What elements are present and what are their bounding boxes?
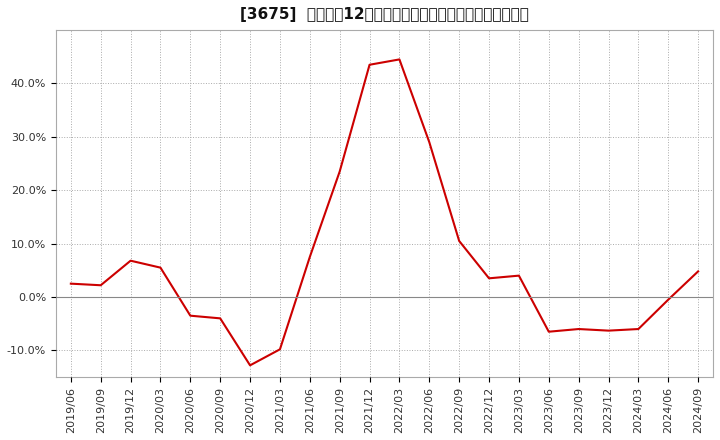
Title: [3675]  売上高の12か月移動合計の対前年同期増減率の推移: [3675] 売上高の12か月移動合計の対前年同期増減率の推移 [240, 7, 529, 22]
